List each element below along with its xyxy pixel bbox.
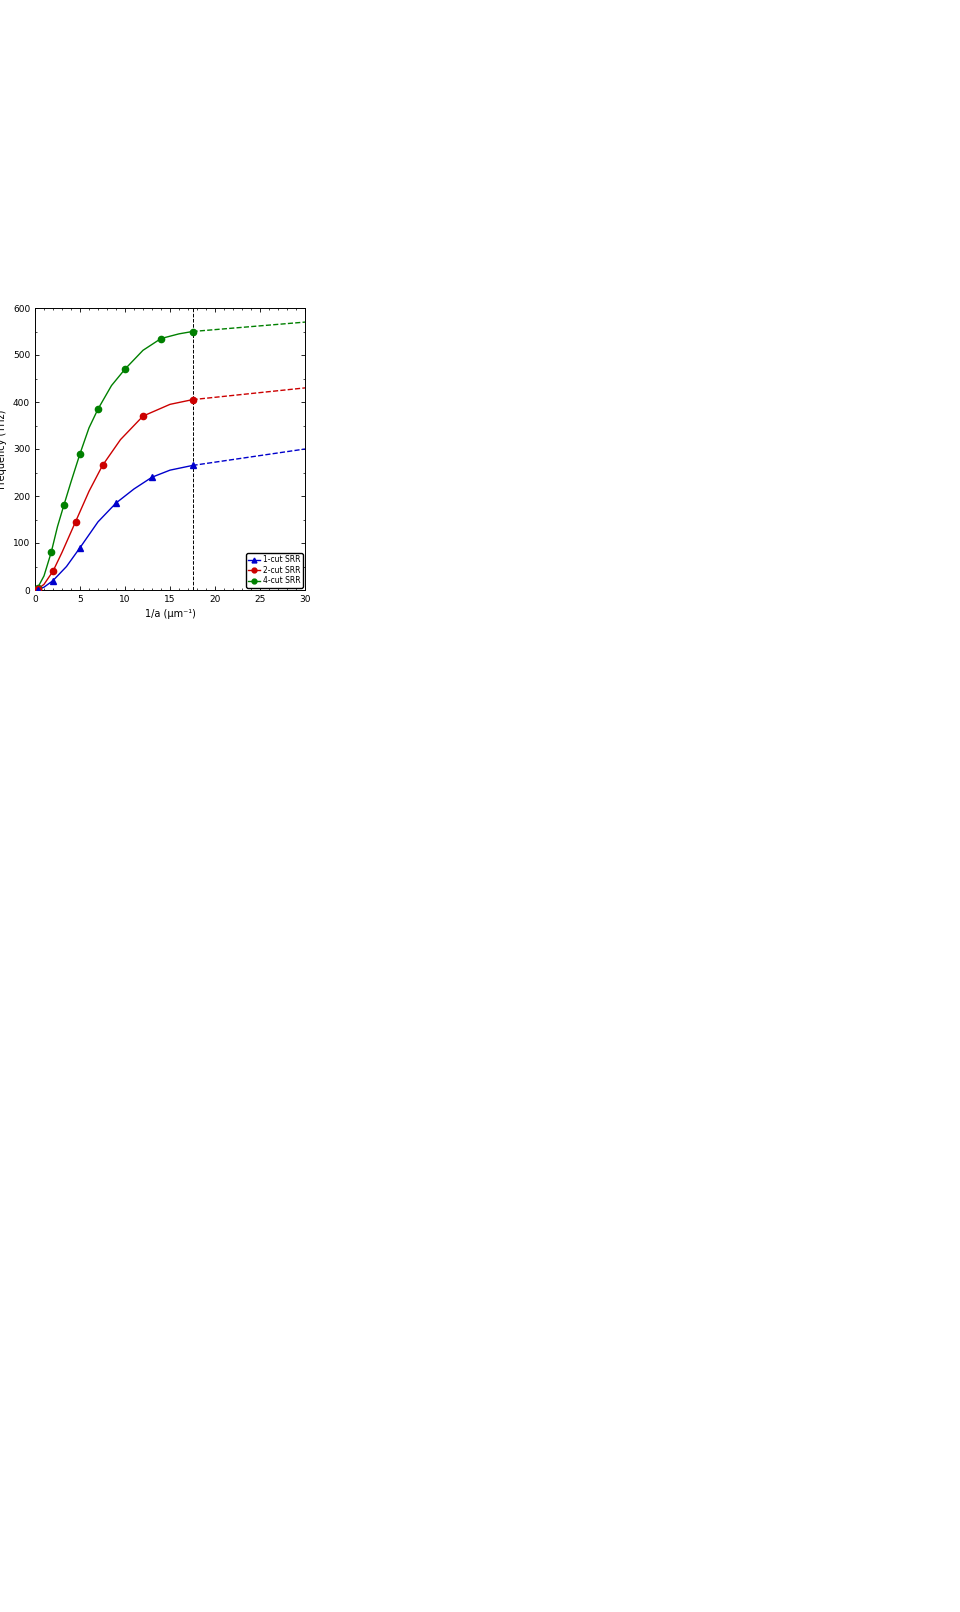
Legend: 1-cut SRR, 2-cut SRR, 4-cut SRR: 1-cut SRR, 2-cut SRR, 4-cut SRR [246,553,302,588]
X-axis label: 1/a (μm⁻¹): 1/a (μm⁻¹) [145,609,196,619]
Y-axis label: Frequency (THz): Frequency (THz) [0,409,8,488]
